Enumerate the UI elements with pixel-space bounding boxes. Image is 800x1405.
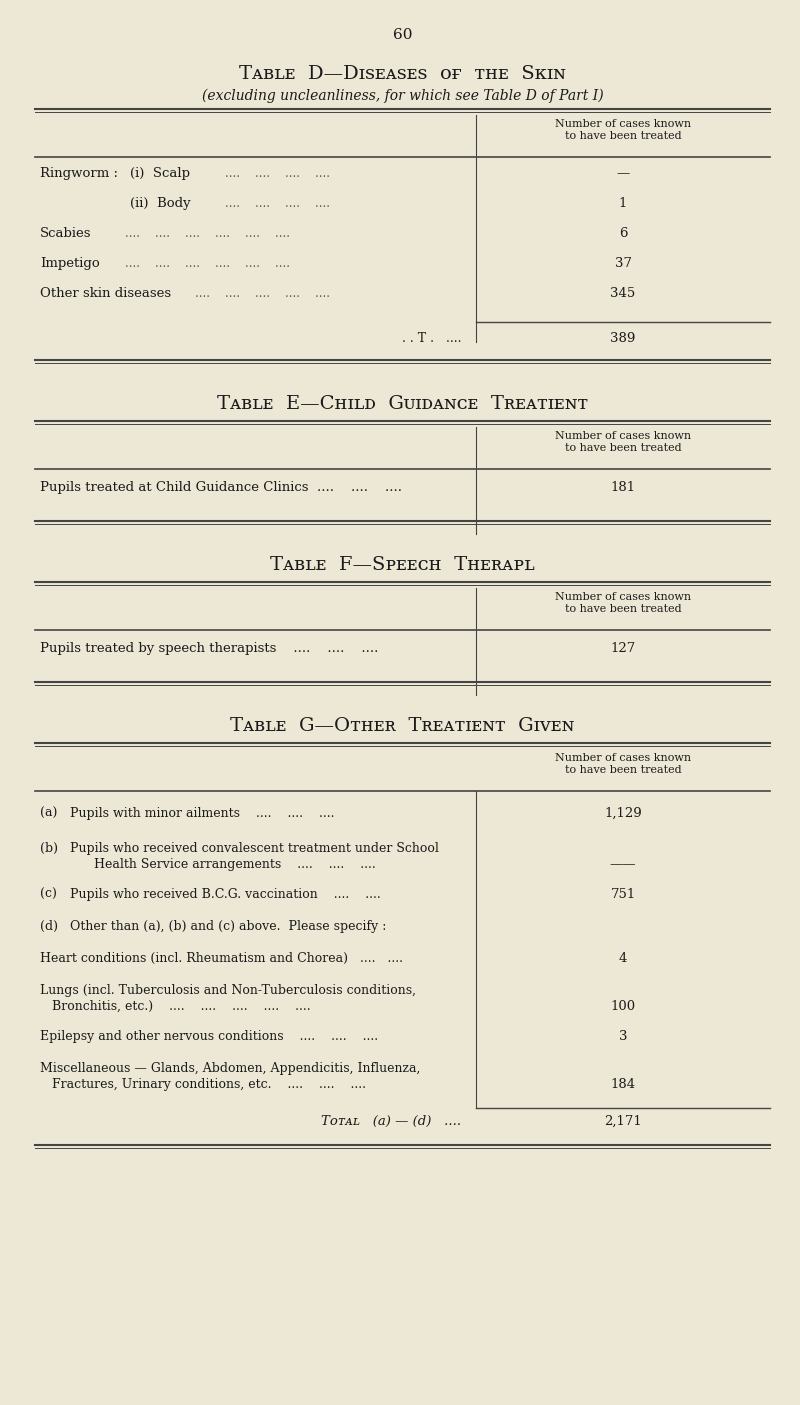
Text: (d): (d) [40, 920, 58, 933]
Text: 37: 37 [614, 257, 631, 270]
Text: Pupils with minor ailments    ....    ....    ....: Pupils with minor ailments .... .... ...… [70, 806, 334, 821]
Text: . . T .   ....: . . T . .... [402, 332, 461, 346]
Text: Pupils treated by speech therapists    ....    ....    ....: Pupils treated by speech therapists ....… [40, 642, 378, 655]
Text: ——: —— [610, 858, 636, 871]
Text: 1: 1 [619, 197, 627, 209]
Text: Other skin diseases: Other skin diseases [40, 287, 171, 301]
Text: 345: 345 [610, 287, 636, 301]
Text: ....    ....    ....    ....: .... .... .... .... [225, 197, 330, 209]
Text: Fractures, Urinary conditions, etc.    ....    ....    ....: Fractures, Urinary conditions, etc. ....… [40, 1078, 366, 1092]
Text: (c): (c) [40, 888, 57, 901]
Text: 1,129: 1,129 [604, 806, 642, 821]
Text: Heart conditions (incl. Rheumatism and Chorea)   ....   ....: Heart conditions (incl. Rheumatism and C… [40, 953, 403, 965]
Text: Bronchitis, etc.)    ....    ....    ....    ....    ....: Bronchitis, etc.) .... .... .... .... ..… [40, 1000, 310, 1013]
Text: Miscellaneous — Glands, Abdomen, Appendicitis, Influenza,: Miscellaneous — Glands, Abdomen, Appendi… [40, 1062, 420, 1075]
Text: Pupils who received B.C.G. vaccination    ....    ....: Pupils who received B.C.G. vaccination .… [70, 888, 381, 901]
Text: Tᴀʙʟᴇ  F—Sᴘᴇᴇᴄʜ  Tʜᴇʀᴀᴘʟ: Tᴀʙʟᴇ F—Sᴘᴇᴇᴄʜ Tʜᴇʀᴀᴘʟ [270, 556, 535, 575]
Text: Ringworm :: Ringworm : [40, 167, 118, 180]
Text: Scabies: Scabies [40, 228, 91, 240]
Text: Tᴏᴛᴀʟ   (a) — (d)   ....: Tᴏᴛᴀʟ (a) — (d) .... [321, 1116, 461, 1128]
Text: Tᴀʙʟᴇ  E—Cʜɪʟᴅ  Gᴜɪᴅᴀɴᴄᴇ  Tʀᴇᴀᴛɪᴇɴᴛ: Tᴀʙʟᴇ E—Cʜɪʟᴅ Gᴜɪᴅᴀɴᴄᴇ Tʀᴇᴀᴛɪᴇɴᴛ [217, 395, 588, 413]
Text: 4: 4 [619, 953, 627, 965]
Text: 3: 3 [618, 1030, 627, 1043]
Text: Pupils treated at Child Guidance Clinics  ....    ....    ....: Pupils treated at Child Guidance Clinics… [40, 481, 402, 495]
Text: (i)  Scalp: (i) Scalp [130, 167, 190, 180]
Text: Number of cases known
to have been treated: Number of cases known to have been treat… [555, 592, 691, 614]
Text: 389: 389 [610, 332, 636, 346]
Text: 184: 184 [610, 1078, 635, 1092]
Text: 181: 181 [610, 481, 635, 495]
Text: (b): (b) [40, 842, 58, 856]
Text: Pupils who received convalescent treatment under School: Pupils who received convalescent treatme… [70, 842, 439, 856]
Text: —: — [616, 167, 630, 180]
Text: Number of cases known
to have been treated: Number of cases known to have been treat… [555, 753, 691, 774]
Text: Tᴀʙʟᴇ  D—Dɪsᴇᴀsᴇs  ᴏғ  ᴛʜᴇ  Sᴋɪɴ: Tᴀʙʟᴇ D—Dɪsᴇᴀsᴇs ᴏғ ᴛʜᴇ Sᴋɪɴ [239, 65, 566, 83]
Text: 100: 100 [610, 1000, 635, 1013]
Text: Impetigo: Impetigo [40, 257, 100, 270]
Text: Tᴀʙʟᴇ  G—Oᴛʜᴇʀ  Tʀᴇᴀᴛɪᴇɴᴛ  Gɪᴠᴇɴ: Tᴀʙʟᴇ G—Oᴛʜᴇʀ Tʀᴇᴀᴛɪᴇɴᴛ Gɪᴠᴇɴ [230, 717, 574, 735]
Text: 6: 6 [618, 228, 627, 240]
Text: ....    ....    ....    ....    ....: .... .... .... .... .... [195, 287, 330, 301]
Text: Lungs (incl. Tuberculosis and Non-Tuberculosis conditions,: Lungs (incl. Tuberculosis and Non-Tuberc… [40, 983, 416, 998]
Text: ....    ....    ....    ....    ....    ....: .... .... .... .... .... .... [125, 257, 290, 270]
Text: Health Service arrangements    ....    ....    ....: Health Service arrangements .... .... ..… [70, 858, 376, 871]
Text: 60: 60 [393, 28, 412, 42]
Text: ....    ....    ....    ....    ....    ....: .... .... .... .... .... .... [125, 228, 290, 240]
Text: Number of cases known
to have been treated: Number of cases known to have been treat… [555, 119, 691, 140]
Text: ....    ....    ....    ....: .... .... .... .... [225, 167, 330, 180]
Text: 751: 751 [610, 888, 636, 901]
Text: (excluding uncleanliness, for which see Table D of Part I): (excluding uncleanliness, for which see … [202, 89, 603, 104]
Text: Epilepsy and other nervous conditions    ....    ....    ....: Epilepsy and other nervous conditions ..… [40, 1030, 378, 1043]
Text: (ii)  Body: (ii) Body [130, 197, 190, 209]
Text: (a): (a) [40, 806, 58, 821]
Text: 2,171: 2,171 [604, 1116, 642, 1128]
Text: 127: 127 [610, 642, 636, 655]
Text: Other than (a), (b) and (c) above.  Please specify :: Other than (a), (b) and (c) above. Pleas… [70, 920, 386, 933]
Text: Number of cases known
to have been treated: Number of cases known to have been treat… [555, 431, 691, 452]
